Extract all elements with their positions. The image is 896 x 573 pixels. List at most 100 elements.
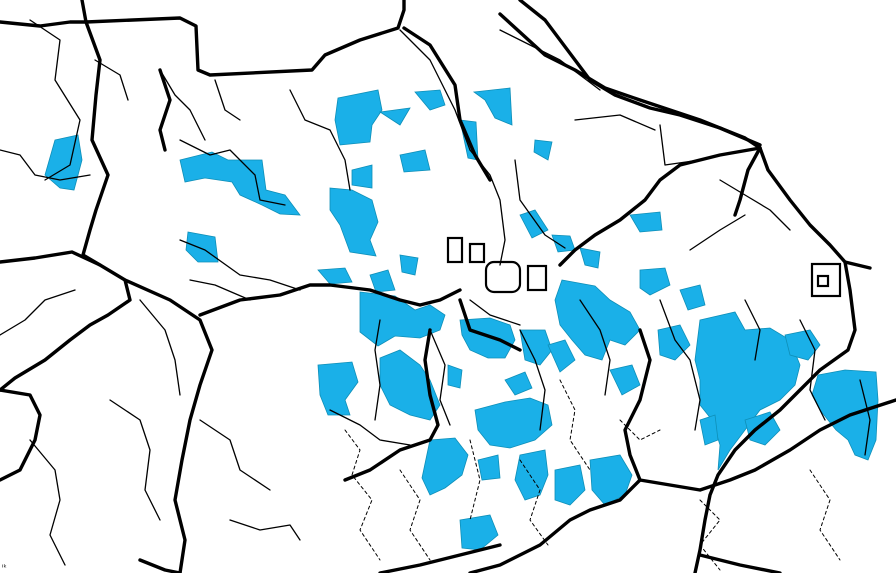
road xyxy=(469,299,521,326)
road xyxy=(0,289,76,336)
parcel-area xyxy=(519,329,553,366)
highway xyxy=(402,26,492,182)
highway xyxy=(123,278,214,573)
road xyxy=(159,69,206,141)
parcel-area xyxy=(514,449,549,501)
highway xyxy=(558,146,762,267)
highway xyxy=(468,328,652,573)
parcel-area xyxy=(589,454,633,506)
parcel-area xyxy=(329,187,379,257)
road xyxy=(429,329,451,426)
road xyxy=(214,79,241,121)
parcel-area xyxy=(477,454,501,481)
parcel-area xyxy=(185,231,219,263)
trail xyxy=(469,439,481,521)
road xyxy=(0,149,91,181)
highway xyxy=(0,388,42,482)
road xyxy=(579,299,611,396)
road xyxy=(499,29,601,91)
road xyxy=(229,519,301,541)
parcel-area xyxy=(639,267,671,296)
highway xyxy=(698,553,782,573)
highway xyxy=(198,283,462,317)
road xyxy=(29,439,66,566)
highway xyxy=(0,20,132,392)
minor-road-layer xyxy=(0,19,871,566)
highway xyxy=(0,20,88,28)
parcel-area xyxy=(359,291,446,347)
parcel-area xyxy=(334,89,383,146)
highway xyxy=(458,298,522,352)
parcel-area xyxy=(699,414,719,446)
road xyxy=(179,139,286,206)
building xyxy=(816,274,830,288)
parcel-area xyxy=(317,267,353,285)
parcel-area xyxy=(579,247,601,269)
road xyxy=(329,409,411,446)
trail xyxy=(559,379,591,471)
road xyxy=(469,149,506,266)
building xyxy=(468,242,486,264)
trail xyxy=(699,499,721,571)
road xyxy=(744,299,761,361)
parcel-area xyxy=(629,211,663,233)
parcel-area xyxy=(533,139,553,161)
building xyxy=(484,260,522,294)
highway xyxy=(638,398,896,492)
parcel-area xyxy=(399,254,419,276)
highway xyxy=(0,250,102,267)
road xyxy=(719,179,791,231)
highway xyxy=(498,12,872,270)
highway xyxy=(80,0,406,77)
road xyxy=(519,329,546,431)
road xyxy=(574,114,656,131)
parcel-area xyxy=(554,279,641,361)
road xyxy=(289,89,351,191)
highway xyxy=(343,328,440,482)
parcel-area xyxy=(369,269,396,293)
highway xyxy=(733,146,762,217)
road xyxy=(109,399,161,521)
parcel-area xyxy=(179,151,301,216)
parcel-area xyxy=(551,234,576,253)
highway xyxy=(158,68,172,152)
parcel-area xyxy=(378,107,411,126)
parcel-area xyxy=(694,311,801,471)
road xyxy=(659,124,701,166)
parcel-area xyxy=(504,371,533,396)
parcel-area xyxy=(547,339,576,373)
highway xyxy=(693,260,857,573)
road xyxy=(189,279,251,301)
road xyxy=(179,239,301,291)
map-corner-label: ᴵᵏ xyxy=(2,563,7,572)
road xyxy=(199,419,271,491)
road xyxy=(139,299,181,396)
parcel-area xyxy=(317,361,359,416)
trail xyxy=(344,429,381,561)
building xyxy=(810,262,842,298)
road xyxy=(374,319,381,421)
parcel-area xyxy=(519,209,549,239)
parcel-area xyxy=(472,87,513,126)
parcel-area xyxy=(459,514,499,551)
parcel-area xyxy=(421,437,469,496)
highway xyxy=(378,543,502,573)
road xyxy=(859,379,871,456)
parcel-area xyxy=(414,89,446,111)
parcel-area xyxy=(679,284,706,311)
building xyxy=(446,236,464,264)
road xyxy=(659,299,701,431)
parcel-area xyxy=(554,464,586,506)
parcel-area xyxy=(351,164,373,189)
parcel-area xyxy=(459,317,516,359)
trail xyxy=(809,469,841,561)
parcel-area xyxy=(657,324,691,361)
parcel-area xyxy=(379,349,441,421)
road xyxy=(514,159,566,249)
parcel-area xyxy=(447,364,463,389)
building xyxy=(526,264,548,292)
parcel-area xyxy=(399,149,431,173)
